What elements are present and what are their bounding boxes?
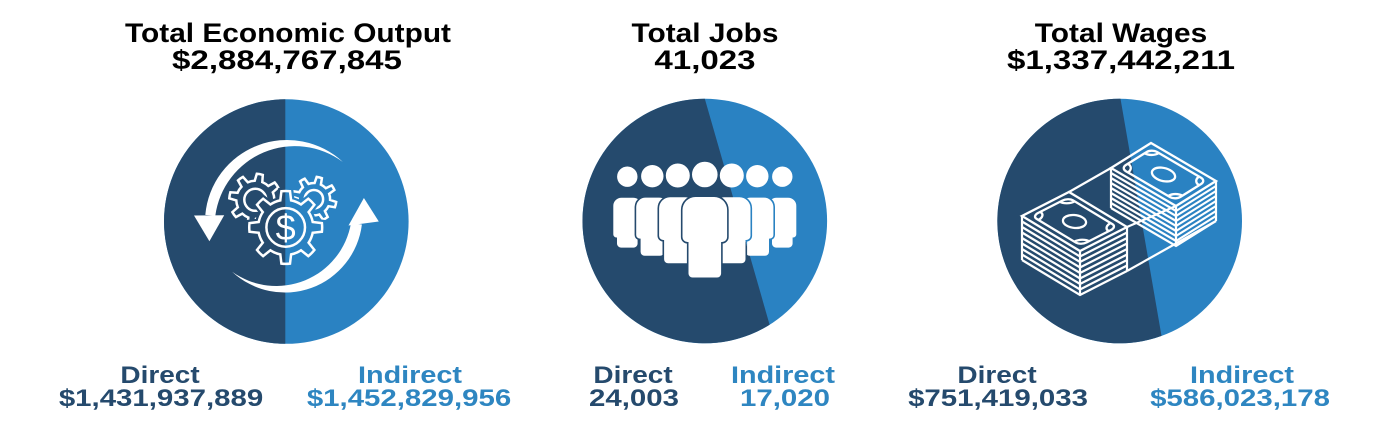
svg-text:$: $ [276,207,296,248]
